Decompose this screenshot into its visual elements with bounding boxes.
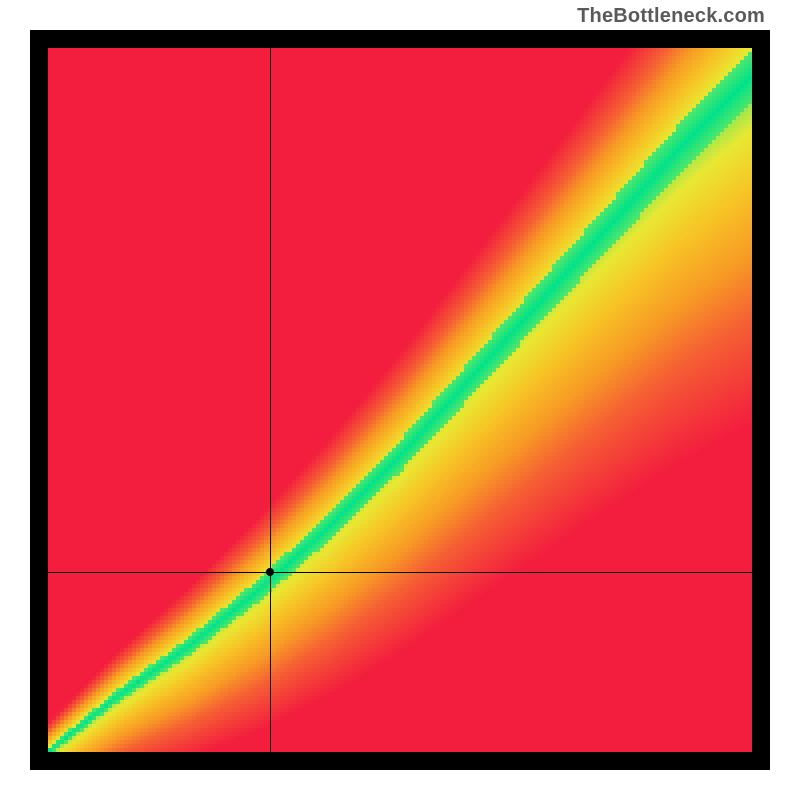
plot-frame	[30, 30, 770, 770]
plot-inner	[48, 48, 752, 752]
watermark-text: TheBottleneck.com	[577, 5, 765, 28]
crosshair-marker	[266, 568, 274, 576]
heatmap-canvas	[48, 48, 752, 752]
crosshair-horizontal	[48, 572, 752, 573]
chart-container: TheBottleneck.com	[0, 0, 800, 800]
crosshair-vertical	[270, 48, 271, 752]
